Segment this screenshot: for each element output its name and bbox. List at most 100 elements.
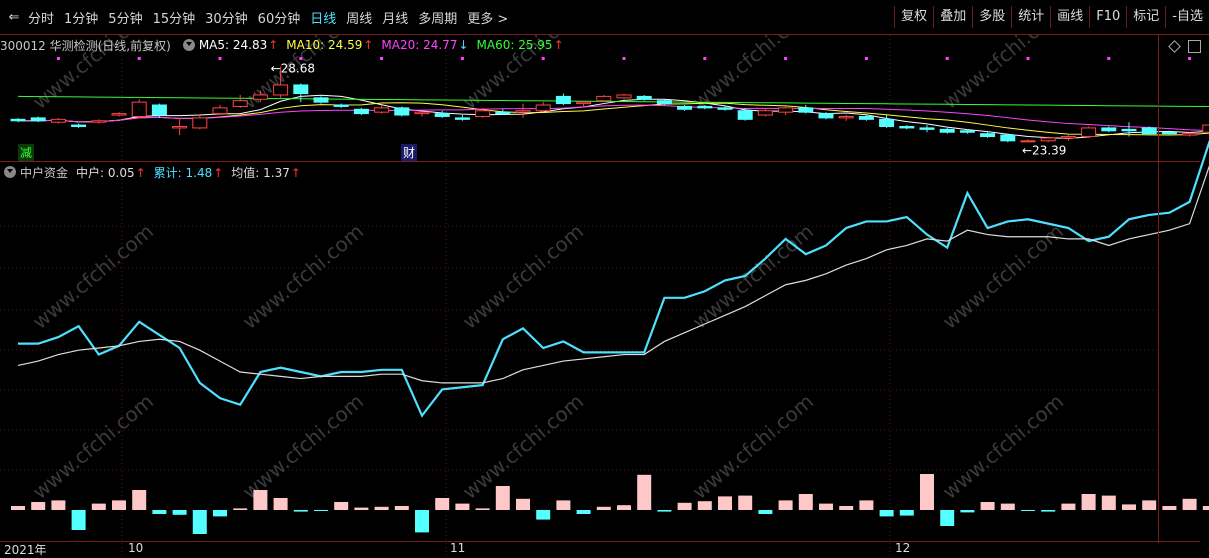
bar-56: [1142, 500, 1157, 510]
tab-9[interactable]: 多周期: [418, 11, 458, 27]
signal-dot-b2: [218, 57, 222, 60]
right-toolbar: 复权 叠加 多股 统计 画线 F10 标记 -自选: [894, 6, 1209, 28]
indicator-v1: 中户: 0.05↑: [76, 165, 146, 180]
bar-6: [132, 490, 147, 510]
indicator-dropdown-icon[interactable]: [4, 166, 16, 178]
candle-body-25: [515, 110, 531, 113]
toolbar-button-6[interactable]: 标记: [1126, 6, 1165, 28]
signal-dot-2: [460, 57, 464, 60]
high-price-label: ←28.68: [271, 62, 315, 76]
candle-body-2: [50, 118, 66, 123]
signal-dot-9: [1026, 57, 1030, 60]
back-icon[interactable]: ⇐: [8, 9, 20, 25]
tab-6[interactable]: 日线: [310, 11, 337, 27]
bar-12: [253, 490, 268, 510]
tab-5[interactable]: 60分钟: [257, 11, 301, 27]
x-label-nov: 11: [450, 541, 466, 555]
bar-13: [273, 498, 288, 510]
candle-body-35: [717, 107, 733, 110]
ma-lines: [17, 94, 1209, 140]
bar-58: [1182, 498, 1197, 510]
toolbar-button-7[interactable]: -自选: [1165, 6, 1209, 28]
candle-body-39: [798, 107, 814, 113]
grid-lines: [0, 35, 1158, 557]
watermark-7: www.cfchi.com: [458, 219, 588, 334]
candle-body-50: [1020, 140, 1036, 143]
bar-9: [192, 510, 207, 534]
bar-7: [152, 510, 167, 514]
candle-body-45: [919, 127, 935, 130]
bar-30: [617, 505, 631, 510]
tab-1[interactable]: 1分钟: [64, 11, 99, 27]
ma-legend-item-1: MA10: 24.59↑: [286, 38, 374, 52]
bar-40: [819, 503, 833, 510]
ma-line-20: [18, 104, 1209, 131]
bar-39: [798, 494, 813, 510]
bar-33: [677, 502, 692, 510]
bar-45: [920, 474, 934, 510]
signal-dot-b1: [137, 57, 141, 60]
candle-body-27: [555, 95, 571, 105]
stock-title: 300012 华测检测(日线,前复权): [0, 38, 171, 53]
bar-26: [536, 510, 551, 520]
watermark-8: www.cfchi.com: [688, 219, 818, 334]
bar-57: [1162, 506, 1177, 510]
candle-body-58: [1182, 133, 1198, 136]
candle-body-15: [313, 97, 329, 103]
candle-body-54: [1101, 127, 1117, 132]
candle-body-0: [10, 118, 26, 122]
bar-32: [657, 510, 672, 512]
candle-body-46: [939, 128, 955, 133]
watermark-14: www.cfchi.com: [938, 389, 1068, 504]
bar-17: [354, 507, 369, 510]
signal-dots: [56, 57, 1192, 60]
bar-0: [11, 506, 25, 510]
tab-10[interactable]: 更多 >: [467, 11, 509, 27]
candle-body-34: [697, 105, 713, 109]
bar-34: [697, 501, 712, 510]
indicator-legend: 中户资金 中户: 0.05↑ 累计: 1.48↑ 均值: 1.37↑: [0, 163, 309, 181]
candle-body-22: [454, 117, 470, 120]
toolbar-button-0[interactable]: 复权: [894, 6, 933, 28]
bar-5: [112, 500, 126, 510]
bar-4: [91, 503, 106, 510]
candle-body-3: [71, 124, 87, 127]
candle-body-52: [1060, 136, 1076, 139]
signal-dot-6: [784, 57, 788, 60]
tab-8[interactable]: 月线: [382, 11, 409, 27]
tab-0[interactable]: 分时: [28, 11, 55, 27]
signal-dot-3: [541, 57, 545, 60]
settings-dropdown-icon[interactable]: [182, 39, 195, 51]
candle-body-4: [91, 120, 107, 123]
candle-body-9: [192, 117, 208, 129]
candle-body-19: [394, 107, 410, 116]
watermark-5: www.cfchi.com: [28, 219, 158, 334]
top-toolbar: ⇐ 分时 1分钟 5分钟 15分钟 30分钟 60分钟 日线 周线 月线 多周期 更多 > 复权 叠加…: [0, 0, 1209, 35]
candle-body-47: [959, 130, 975, 133]
watermark-13: www.cfchi.com: [688, 389, 818, 504]
toolbar-button-4[interactable]: 画线: [1050, 6, 1089, 28]
tab-7[interactable]: 周线: [346, 11, 373, 27]
tab-4[interactable]: 30分钟: [205, 11, 248, 27]
indicator-lines: [17, 140, 1209, 418]
bar-41: [839, 506, 854, 510]
toolbar-button-5[interactable]: F10: [1089, 6, 1126, 28]
bar-24: [495, 486, 510, 510]
tab-3[interactable]: 15分钟: [152, 11, 196, 27]
candle-body-13: [273, 84, 289, 96]
candle-body-29: [596, 95, 612, 102]
bar-44: [899, 510, 914, 516]
candle-body-23: [475, 110, 491, 117]
bar-51: [1041, 510, 1056, 512]
toolbar-button-3[interactable]: 统计: [1011, 6, 1050, 28]
axis-divider: [0, 541, 1200, 542]
window-box-icon[interactable]: [1188, 40, 1201, 53]
candle-body-12: [252, 94, 268, 100]
toolbar-button-2[interactable]: 多股: [972, 6, 1011, 28]
tab-2[interactable]: 5分钟: [108, 11, 143, 27]
candle-body-24: [495, 111, 511, 115]
bar-27: [556, 500, 571, 510]
candle-body-20: [414, 111, 430, 115]
toolbar-button-1[interactable]: 叠加: [933, 6, 972, 28]
